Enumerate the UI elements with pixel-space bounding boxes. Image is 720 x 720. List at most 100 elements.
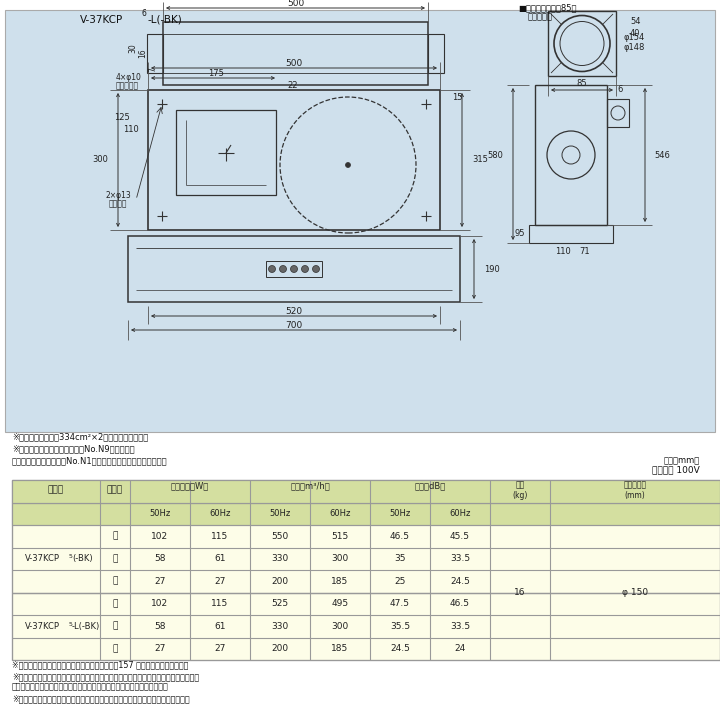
Text: 60Hz: 60Hz (210, 509, 230, 518)
Bar (529, 225, 613, 243)
Text: 形　名: 形 名 (48, 485, 64, 495)
Text: 45.5: 45.5 (450, 532, 470, 541)
Text: 46.5: 46.5 (390, 532, 410, 541)
Text: 27: 27 (215, 577, 225, 586)
Text: 550: 550 (271, 532, 289, 541)
Bar (428, 34, 444, 73)
Text: 500: 500 (285, 58, 302, 68)
Bar (176, 110, 276, 195)
Text: 85: 85 (577, 79, 588, 89)
Text: 27: 27 (154, 644, 166, 653)
Text: V-37KCP: V-37KCP (24, 622, 60, 631)
Text: 700: 700 (285, 320, 302, 330)
Text: ※レンジフードファンの設置にあたっては火災予防例をはじめ法規制があります。: ※レンジフードファンの設置にあたっては火災予防例をはじめ法規制があります。 (12, 695, 189, 703)
Text: 46.5: 46.5 (450, 599, 470, 608)
Text: φ 150: φ 150 (622, 588, 648, 597)
Text: 330: 330 (271, 622, 289, 631)
Text: 強: 強 (112, 532, 117, 541)
Text: 300: 300 (331, 554, 348, 563)
Text: 16: 16 (514, 588, 526, 597)
Circle shape (346, 163, 351, 168)
Text: 95: 95 (515, 230, 525, 238)
Text: 6: 6 (617, 84, 622, 94)
Text: 5: 5 (69, 622, 73, 626)
Text: ※電動給気シャッター連動出力コードの先端には絶縁用端子が付いています。使用の際: ※電動給気シャッター連動出力コードの先端には絶縁用端子が付いています。使用の際 (12, 672, 199, 682)
Text: 33.5: 33.5 (450, 622, 470, 631)
Bar (607, 99, 629, 127)
Text: 61: 61 (215, 554, 226, 563)
Text: 200: 200 (271, 577, 289, 586)
Bar (148, 90, 440, 230)
Bar (12, 480, 720, 503)
Text: 横直付用穴: 横直付用穴 (116, 81, 139, 91)
Text: 200: 200 (271, 644, 289, 653)
Text: 24.5: 24.5 (390, 644, 410, 653)
Text: はコードを途中から切断して電動給気シャッターに接続してください。: はコードを途中から切断して電動給気シャッターに接続してください。 (12, 683, 168, 691)
Bar (163, 22, 428, 85)
Circle shape (269, 266, 276, 272)
Text: 61: 61 (215, 622, 226, 631)
Circle shape (312, 266, 320, 272)
Text: 5: 5 (69, 554, 73, 559)
Text: 125: 125 (114, 112, 130, 122)
Bar (548, 11, 616, 76)
Text: 115: 115 (212, 532, 229, 541)
Text: 中: 中 (112, 554, 117, 563)
Text: 中: 中 (112, 622, 117, 631)
Bar (12, 480, 720, 660)
Text: 35: 35 (395, 554, 406, 563)
Text: 525: 525 (271, 599, 289, 608)
Text: ※色調は（ホワイト）マンセルNo.N9（近似色）: ※色調は（ホワイト）マンセルNo.N9（近似色） (12, 444, 135, 454)
Circle shape (279, 266, 287, 272)
Text: 60Hz: 60Hz (449, 509, 471, 518)
Text: 弱: 弱 (112, 644, 117, 653)
Text: 330: 330 (271, 554, 289, 563)
Text: 500: 500 (287, 0, 304, 7)
Text: 515: 515 (331, 532, 348, 541)
Text: 546: 546 (654, 150, 670, 160)
Text: 110: 110 (555, 246, 571, 256)
Text: ノッチ: ノッチ (107, 485, 123, 495)
Text: 天吊用穴: 天吊用穴 (109, 199, 127, 209)
Text: 58: 58 (154, 622, 166, 631)
Text: 強: 強 (112, 599, 117, 608)
Text: 495: 495 (331, 599, 348, 608)
Text: 315: 315 (472, 156, 488, 164)
Text: 電源電圧 100V: 電源電圧 100V (652, 466, 700, 474)
Text: 102: 102 (151, 532, 168, 541)
Text: 54: 54 (630, 17, 641, 25)
Text: 102: 102 (151, 599, 168, 608)
Text: 2×φ13: 2×φ13 (105, 191, 131, 199)
Text: 6: 6 (142, 9, 147, 18)
Text: 弱: 弱 (112, 577, 117, 586)
Bar (266, 261, 322, 277)
Text: 190: 190 (484, 264, 500, 274)
Text: V-37KCP: V-37KCP (80, 15, 123, 25)
Text: 33.5: 33.5 (450, 554, 470, 563)
Text: 騒音（dB）: 騒音（dB） (415, 482, 446, 491)
Text: 風量（m³/h）: 風量（m³/h） (290, 482, 330, 491)
Bar (128, 236, 460, 302)
Text: 300: 300 (92, 156, 108, 164)
Text: 27: 27 (215, 644, 225, 653)
Text: 7: 7 (148, 68, 158, 73)
Text: （ブラック）マンセルNo.N1（近似色）（但し半ツヤ相当品）: （ブラック）マンセルNo.N1（近似色）（但し半ツヤ相当品） (12, 456, 168, 466)
Bar (535, 85, 607, 225)
Text: 520: 520 (285, 307, 302, 315)
Text: 24: 24 (454, 644, 466, 653)
Text: 30: 30 (128, 44, 138, 53)
Text: ※電動給気シャッターとの結線方法については、157 ページをご覧ください。: ※電動給気シャッターとの結線方法については、157 ページをご覧ください。 (12, 660, 189, 670)
Text: V-37KCP: V-37KCP (24, 554, 60, 563)
Text: 47.5: 47.5 (390, 599, 410, 608)
Text: 35.5: 35.5 (390, 622, 410, 631)
Text: 50Hz: 50Hz (149, 509, 171, 518)
Bar (12, 503, 720, 525)
Text: 接続パイプ
(mm): 接続パイプ (mm) (624, 480, 647, 500)
Text: 580: 580 (487, 150, 503, 160)
Text: 27: 27 (154, 577, 166, 586)
Text: 185: 185 (331, 644, 348, 653)
Text: 4×φ10: 4×φ10 (116, 73, 142, 83)
Circle shape (290, 266, 297, 272)
Text: （付属品）: （付属品） (528, 12, 553, 22)
Text: 50Hz: 50Hz (269, 509, 291, 518)
